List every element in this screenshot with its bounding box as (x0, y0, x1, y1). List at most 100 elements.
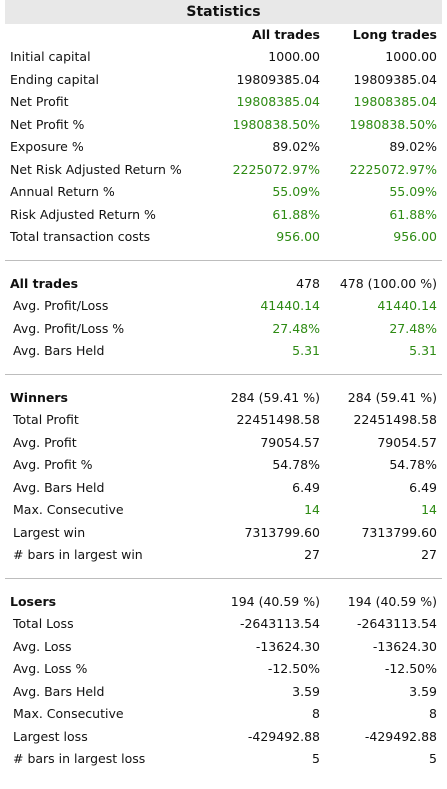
stat-label: # bars in largest win (13, 547, 143, 563)
all-trades-section-header: All trades 478 478 (100.00 %) (0, 273, 447, 296)
all-trades-value: -12.50% (267, 661, 320, 677)
stat-label: Total Profit (13, 412, 79, 428)
losers-row: Max. Consecutive 8 8 (0, 703, 447, 726)
all-trades-value: 1000.00 (268, 49, 320, 65)
long-trades-value: 79054.57 (377, 434, 437, 450)
all-trades-value: 22451498.58 (236, 412, 320, 428)
all-trades-value: 5 (312, 751, 320, 767)
divider-line (5, 578, 442, 579)
long-trades-value: 5 (429, 751, 437, 767)
all-trades-value: 19808385.04 (236, 94, 320, 110)
all-trades-value: 27.48% (272, 320, 320, 336)
divider-cell (0, 249, 447, 273)
long-trades-value: 22451498.58 (353, 412, 437, 428)
stat-label: Net Profit % (10, 116, 85, 132)
winners-row: Largest win 7313799.60 7313799.60 (0, 522, 447, 545)
divider-line (5, 374, 442, 375)
all-trades-value: 79054.57 (260, 434, 320, 450)
stat-label: Avg. Profit/Loss (13, 298, 109, 314)
losers-row: Largest loss -429492.88 -429492.88 (0, 726, 447, 749)
long-trades-value: 19809385.04 (353, 71, 437, 87)
all-trades-value: 27 (304, 547, 320, 563)
long-trades-value: 1000.00 (385, 49, 437, 65)
long-trades-value: 19808385.04 (353, 94, 437, 110)
divider-cell (0, 363, 447, 387)
divider-line (5, 260, 442, 261)
all-trades-value: 7313799.60 (244, 524, 320, 540)
winners-row: Total Profit 22451498.58 22451498.58 (0, 409, 447, 432)
all-trades-row: Avg. Profit/Loss % 27.48% 27.48% (0, 318, 447, 341)
losers-row: # bars in largest loss 5 5 (0, 748, 447, 771)
long-trades-value: 1980838.50% (349, 116, 437, 132)
stat-label: Exposure % (10, 139, 84, 155)
all-trades-value: 284 (59.41 %) (230, 389, 320, 405)
section-label: All trades (10, 275, 79, 291)
long-trades-value: 8 (429, 706, 437, 722)
all-trades-value: 194 (40.59 %) (230, 593, 320, 609)
all-trades-value: 6.49 (292, 479, 320, 495)
winners-row: Max. Consecutive 14 14 (0, 499, 447, 522)
losers-section-header: Losers 194 (40.59 %) 194 (40.59 %) (0, 591, 447, 614)
summary-row: Exposure % 89.02% 89.02% (0, 136, 447, 159)
long-trades-value: 14 (421, 502, 437, 518)
stat-label: Risk Adjusted Return % (10, 206, 156, 222)
winners-row: Avg. Profit 79054.57 79054.57 (0, 432, 447, 455)
stat-label: Avg. Profit/Loss % (13, 320, 125, 336)
long-trades-value: 5.31 (409, 343, 437, 359)
stat-label: Initial capital (10, 49, 91, 65)
stat-label: Avg. Loss % (13, 661, 88, 677)
stat-label: Avg. Bars Held (13, 479, 105, 495)
stat-label: Avg. Profit (13, 434, 77, 450)
stat-label: Avg. Loss (13, 638, 72, 654)
winners-row: Avg. Bars Held 6.49 6.49 (0, 477, 447, 500)
section-divider (0, 567, 447, 591)
section-divider (0, 249, 447, 273)
winners-row: # bars in largest win 27 27 (0, 544, 447, 567)
long-trades-value: 956.00 (393, 229, 437, 245)
winners-row: Avg. Profit % 54.78% 54.78% (0, 454, 447, 477)
all-trades-value: 3.59 (292, 683, 320, 699)
stat-label: Annual Return % (10, 184, 115, 200)
all-trades-value: 478 (296, 275, 320, 291)
column-header-long-trades: Long trades (352, 27, 437, 42)
all-trades-value: 1980838.50% (232, 116, 320, 132)
losers-row: Avg. Bars Held 3.59 3.59 (0, 681, 447, 704)
long-trades-value: 55.09% (389, 184, 437, 200)
long-trades-value: 41440.14 (377, 298, 437, 314)
all-trades-value: 5.31 (292, 343, 320, 359)
all-trades-value: 55.09% (272, 184, 320, 200)
all-trades-value: 19809385.04 (236, 71, 320, 87)
section-label: Winners (10, 389, 68, 405)
winners-section-header: Winners 284 (59.41 %) 284 (59.41 %) (0, 387, 447, 410)
long-trades-value: 89.02% (389, 139, 437, 155)
losers-row: Avg. Loss % -12.50% -12.50% (0, 658, 447, 681)
all-trades-row: Avg. Bars Held 5.31 5.31 (0, 340, 447, 363)
long-trades-value: 6.49 (409, 479, 437, 495)
summary-row: Total transaction costs 956.00 956.00 (0, 226, 447, 249)
header-spacer (0, 24, 211, 46)
all-trades-value: 956.00 (276, 229, 320, 245)
stat-label: Largest loss (13, 728, 88, 744)
stat-label: Avg. Profit % (13, 457, 93, 473)
stat-label: Avg. Bars Held (13, 683, 105, 699)
summary-row: Ending capital 19809385.04 19809385.04 (0, 69, 447, 92)
stat-label: Avg. Bars Held (13, 343, 105, 359)
all-trades-value: 41440.14 (260, 298, 320, 314)
long-trades-value: 478 (100.00 %) (339, 275, 437, 291)
summary-row: Annual Return % 55.09% 55.09% (0, 181, 447, 204)
column-header-all-trades: All trades (251, 27, 320, 42)
statistics-table: All trades Long trades Initial capital 10… (0, 24, 447, 771)
summary-row: Net Profit 19808385.04 19808385.04 (0, 91, 447, 114)
stat-label: Net Risk Adjusted Return % (10, 161, 182, 177)
losers-row: Avg. Loss -13624.30 -13624.30 (0, 636, 447, 659)
long-trades-value: 194 (40.59 %) (347, 593, 437, 609)
all-trades-value: -2643113.54 (239, 616, 320, 632)
long-trades-value: -429492.88 (364, 728, 437, 744)
stat-label: # bars in largest loss (13, 751, 146, 767)
long-trades-value: 2225072.97% (349, 161, 437, 177)
statistics-table-body: All trades Long trades Initial capital 10… (0, 24, 447, 771)
stat-label: Total Loss (13, 616, 74, 632)
stat-label: Ending capital (10, 71, 100, 87)
all-trades-value: -429492.88 (247, 728, 320, 744)
stat-label: Total transaction costs (10, 229, 151, 245)
